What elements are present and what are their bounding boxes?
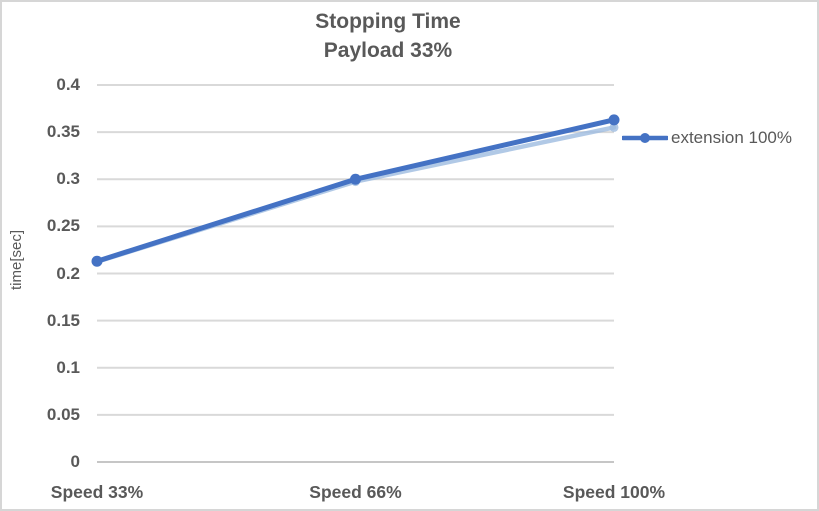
y-tick-label: 0.15 [46, 310, 80, 330]
legend-line-marker-icon [622, 133, 668, 143]
chart-title: Stopping Time Payload 33% [2, 7, 774, 65]
y-tick-label: 0.25 [46, 216, 80, 236]
series-shadow-line [94, 125, 617, 264]
x-category-label: Speed 66% [309, 482, 402, 502]
x-category-label: Speed 33% [50, 482, 144, 502]
y-tick-label: 0.1 [56, 357, 80, 377]
y-tick-label: 0.3 [56, 169, 80, 189]
legend-label: extension 100% [671, 128, 792, 147]
chart-title-line2: Payload 33% [323, 39, 453, 62]
data-point-marker [608, 114, 620, 126]
y-tick-label: 0.4 [56, 75, 80, 94]
y-tick-label: 0.35 [46, 122, 80, 142]
y-tick-label: 0.05 [46, 404, 80, 424]
legend: extension 100% [622, 128, 792, 148]
y-tick-label: 0 [70, 452, 80, 471]
chart-title-line1: Stopping Time [315, 10, 461, 33]
series-line [94, 117, 617, 264]
data-point-marker [91, 255, 103, 267]
y-tick-label: 0.2 [56, 263, 80, 283]
data-point-marker [350, 173, 361, 185]
shadow-data-point-marker [609, 122, 619, 132]
x-category-label: Speed 100% [562, 482, 666, 502]
